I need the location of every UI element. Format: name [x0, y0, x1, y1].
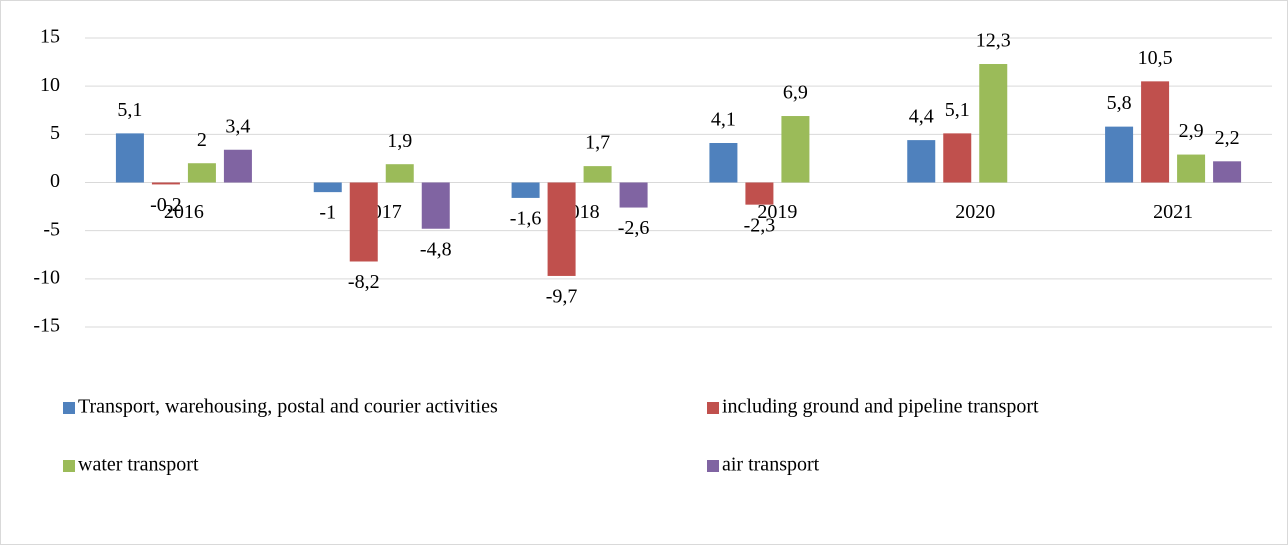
legend-label: including ground and pipeline transport	[722, 396, 1039, 418]
bar	[223, 149, 252, 183]
value-label: 12,3	[976, 30, 1011, 52]
y-tick-label: -15	[33, 315, 60, 337]
x-tick-label: 2016	[164, 201, 204, 223]
value-label: 6,9	[783, 82, 808, 104]
x-tick-label: 2021	[1153, 201, 1193, 223]
value-label: -2,3	[744, 214, 776, 236]
bar	[943, 133, 972, 183]
x-tick-label: 2019	[757, 201, 797, 223]
legend-label: air transport	[722, 454, 820, 476]
value-label: -1	[319, 202, 336, 224]
y-tick-label: 15	[40, 26, 60, 48]
bar	[313, 182, 342, 193]
value-label: -8,2	[348, 271, 380, 293]
value-label: 1,7	[585, 132, 610, 154]
bar	[1105, 126, 1134, 183]
y-tick-label: 10	[40, 74, 60, 96]
y-tick-label: -5	[43, 218, 60, 240]
legend-label: Transport, warehousing, postal and couri…	[78, 396, 498, 418]
value-label: 3,4	[225, 115, 250, 137]
bar	[349, 182, 378, 262]
value-label: -9,7	[546, 286, 578, 308]
value-label: 10,5	[1138, 47, 1173, 69]
bar	[385, 164, 414, 183]
legend-label: water transport	[78, 454, 199, 476]
value-label: -4,8	[420, 238, 452, 260]
bar	[745, 182, 774, 205]
legend-swatch	[63, 460, 75, 472]
bar	[979, 64, 1008, 183]
y-tick-label: 5	[50, 122, 60, 144]
legend-swatch	[63, 402, 75, 414]
value-label: 5,1	[117, 99, 142, 121]
bar	[421, 182, 450, 229]
y-tick-label: 0	[50, 170, 60, 192]
legend-swatch	[707, 402, 719, 414]
value-label: 2,9	[1179, 120, 1204, 142]
bar	[187, 163, 216, 183]
x-tick-label: 2020	[955, 201, 995, 223]
bar	[1177, 154, 1206, 183]
legend-swatch	[707, 460, 719, 472]
value-label: 5,1	[945, 99, 970, 121]
value-label: -2,6	[618, 217, 650, 239]
value-label: -0,2	[150, 194, 182, 216]
bar	[1141, 81, 1170, 183]
value-label: 4,1	[711, 109, 736, 131]
bar	[547, 182, 576, 276]
bar	[1213, 161, 1242, 183]
bar	[709, 143, 738, 183]
bar	[151, 182, 180, 185]
value-label: 1,9	[387, 130, 412, 152]
value-label: 2	[197, 129, 207, 151]
bar	[583, 166, 612, 183]
value-label: 4,4	[909, 106, 934, 128]
bar	[511, 182, 540, 198]
value-label: 5,8	[1107, 92, 1132, 114]
value-label: 2,2	[1215, 127, 1240, 149]
bar	[619, 182, 648, 208]
bar	[115, 133, 144, 183]
y-tick-label: -10	[33, 266, 60, 288]
bar	[907, 140, 936, 183]
value-label: -1,6	[510, 208, 542, 230]
bar	[781, 116, 810, 183]
